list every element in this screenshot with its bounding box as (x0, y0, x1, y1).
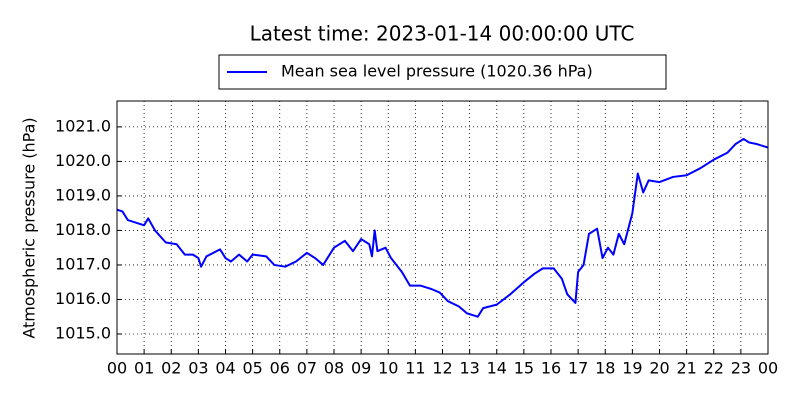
y-tick-label: 1019.0 (55, 185, 111, 204)
chart-title: Latest time: 2023-01-14 00:00:00 UTC (250, 22, 635, 46)
x-tick-label: 20 (649, 359, 669, 378)
x-tick-label: 00 (758, 359, 778, 378)
x-tick-label: 02 (161, 359, 181, 378)
x-tick-label: 19 (622, 359, 642, 378)
x-tick-label: 08 (324, 359, 344, 378)
legend-box (218, 54, 667, 90)
y-tick-label: 1016.0 (55, 289, 111, 308)
x-tick-label: 21 (676, 359, 696, 378)
x-tick-label: 13 (459, 359, 479, 378)
x-tick-label: 12 (432, 359, 452, 378)
y-tick-label: 1018.0 (55, 220, 111, 239)
data-line (116, 137, 769, 318)
y-tick-label: 1017.0 (55, 254, 111, 273)
x-tick-label: 09 (351, 359, 371, 378)
x-tick-label: 03 (188, 359, 208, 378)
x-tick-label: 10 (378, 359, 398, 378)
y-tick-label: 1020.0 (55, 151, 111, 170)
x-tick-label: 15 (514, 359, 534, 378)
y-axis-label: Atmospheric pressure (hPa) (20, 117, 39, 338)
y-tick-label: 1021.0 (55, 116, 111, 135)
x-tick-label: 11 (405, 359, 425, 378)
x-tick-label: 17 (568, 359, 588, 378)
x-tick-label: 00 (107, 359, 127, 378)
x-tick-label: 18 (595, 359, 615, 378)
x-tick-label: 16 (541, 359, 561, 378)
legend-label: Mean sea level pressure (1020.36 hPa) (281, 62, 593, 81)
plot-frame (116, 100, 769, 355)
x-tick-label: 01 (134, 359, 154, 378)
y-tick-label: 1015.0 (55, 323, 111, 342)
x-tick-label: 14 (487, 359, 507, 378)
x-tick-label: 22 (704, 359, 724, 378)
x-tick-label: 04 (215, 359, 235, 378)
x-tick-label: 23 (731, 359, 751, 378)
x-tick-label: 07 (297, 359, 317, 378)
x-tick-label: 05 (242, 359, 262, 378)
x-tick-label: 06 (270, 359, 290, 378)
